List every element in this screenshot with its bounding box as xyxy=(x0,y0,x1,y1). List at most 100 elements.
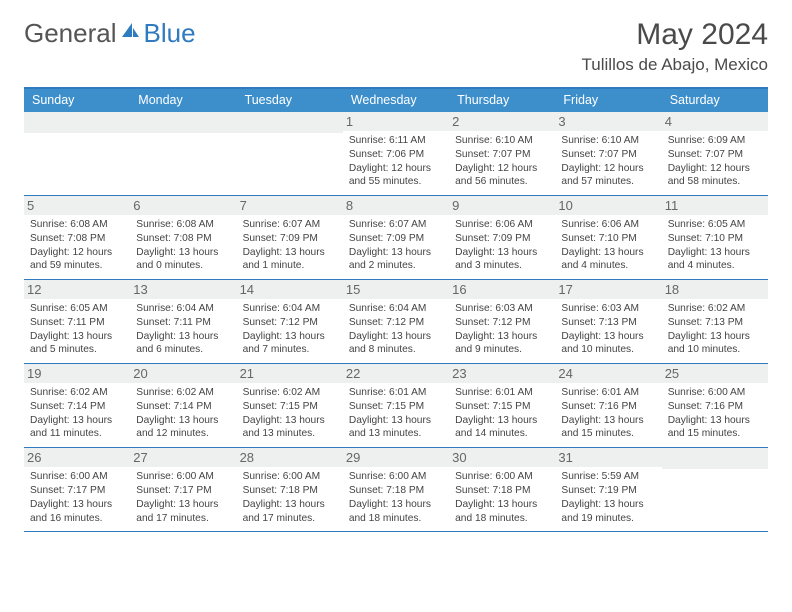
day-cell: 7Sunrise: 6:07 AMSunset: 7:09 PMDaylight… xyxy=(237,196,343,279)
day-details: Sunrise: 6:00 AMSunset: 7:17 PMDaylight:… xyxy=(136,470,230,525)
day-number: 10 xyxy=(555,196,661,215)
calendar-grid: Sunday Monday Tuesday Wednesday Thursday… xyxy=(24,87,768,532)
day-cell: 11 Sunrise: 6:05 AMSunset: 7:10 PMDayligh… xyxy=(662,196,768,279)
day-number: 14 xyxy=(237,280,343,299)
day-details: Sunrise: 6:00 AMSunset: 7:18 PMDaylight:… xyxy=(455,470,549,525)
day-number: 28 xyxy=(237,448,343,467)
day-details: Sunrise: 6:07 AMSunset: 7:09 PMDaylight:… xyxy=(349,218,443,273)
dow-monday: Monday xyxy=(130,89,236,112)
day-cell: 2Sunrise: 6:10 AMSunset: 7:07 PMDaylight… xyxy=(449,112,555,195)
day-cell: 19Sunrise: 6:02 AMSunset: 7:14 PMDayligh… xyxy=(24,364,130,447)
day-cell: 26 Sunrise: 6:00 AMSunset: 7:17 PMDayligh… xyxy=(24,448,130,531)
dow-sunday: Sunday xyxy=(24,89,130,112)
day-number: 4 xyxy=(662,112,768,131)
day-number: 11 xyxy=(662,196,768,215)
day-cell: 12Sunrise: 6:05 AMSunset: 7:11 PMDayligh… xyxy=(24,280,130,363)
day-details: Sunrise: 6:05 AMSunset: 7:11 PMDaylight:… xyxy=(30,302,124,357)
day-number: 6 xyxy=(130,196,236,215)
day-cell: 20Sunrise: 6:02 AMSunset: 7:14 PMDayligh… xyxy=(130,364,236,447)
day-number: 22 xyxy=(343,364,449,383)
day-cell: 10Sunrise: 6:06 AMSunset: 7:10 PMDayligh… xyxy=(555,196,661,279)
header: General Blue May 2024 Tulillos de Abajo,… xyxy=(24,18,768,85)
day-details: Sunrise: 6:00 AMSunset: 7:18 PMDaylight:… xyxy=(349,470,443,525)
day-details: Sunrise: 6:02 AMSunset: 7:13 PMDaylight:… xyxy=(668,302,762,357)
day-cell: 15 Sunrise: 6:04 AMSunset: 7:12 PMDayligh… xyxy=(343,280,449,363)
day-cell: 21Sunrise: 6:02 AMSunset: 7:15 PMDayligh… xyxy=(237,364,343,447)
dow-tuesday: Tuesday xyxy=(237,89,343,112)
day-number: 1 xyxy=(343,112,449,131)
day-details: Sunrise: 6:04 AMSunset: 7:11 PMDaylight:… xyxy=(136,302,230,357)
dow-thursday: Thursday xyxy=(449,89,555,112)
day-number: 24 xyxy=(555,364,661,383)
dow-wednesday: Wednesday xyxy=(343,89,449,112)
day-details: Sunrise: 6:09 AMSunset: 7:07 PMDaylight:… xyxy=(668,134,762,189)
title-block: May 2024 Tulillos de Abajo, Mexico xyxy=(582,18,768,85)
day-number: 29 xyxy=(343,448,449,467)
day-number: 13 xyxy=(130,280,236,299)
day-cell: 8 Sunrise: 6:07 AMSunset: 7:09 PMDaylight… xyxy=(343,196,449,279)
day-cell: 24 Sunrise: 6:01 AMSunset: 7:16 PMDayligh… xyxy=(555,364,661,447)
logo-text-part1: General xyxy=(24,18,117,49)
week-row: 5Sunrise: 6:08 AMSunset: 7:08 PMDaylight… xyxy=(24,196,768,280)
day-details: Sunrise: 6:10 AMSunset: 7:07 PMDaylight:… xyxy=(455,134,549,189)
week-row: 19Sunrise: 6:02 AMSunset: 7:14 PMDayligh… xyxy=(24,364,768,448)
day-cell: 13 Sunrise: 6:04 AMSunset: 7:11 PMDayligh… xyxy=(130,280,236,363)
day-number: 20 xyxy=(130,364,236,383)
day-details: Sunrise: 6:01 AMSunset: 7:15 PMDaylight:… xyxy=(455,386,549,441)
day-cell: 16 Sunrise: 6:03 AMSunset: 7:12 PMDayligh… xyxy=(449,280,555,363)
day-details: Sunrise: 6:05 AMSunset: 7:10 PMDaylight:… xyxy=(668,218,762,273)
day-details: Sunrise: 6:00 AMSunset: 7:16 PMDaylight:… xyxy=(668,386,762,441)
day-number: 15 xyxy=(343,280,449,299)
day-of-week-header: Sunday Monday Tuesday Wednesday Thursday… xyxy=(24,89,768,112)
day-number: 30 xyxy=(449,448,555,467)
dow-saturday: Saturday xyxy=(662,89,768,112)
location-label: Tulillos de Abajo, Mexico xyxy=(582,55,768,75)
day-details: Sunrise: 6:02 AMSunset: 7:14 PMDaylight:… xyxy=(30,386,124,441)
day-cell: 14 Sunrise: 6:04 AMSunset: 7:12 PMDayligh… xyxy=(237,280,343,363)
day-cell: 30 Sunrise: 6:00 AMSunset: 7:18 PMDayligh… xyxy=(449,448,555,531)
day-number: 8 xyxy=(343,196,449,215)
day-details: Sunrise: 6:02 AMSunset: 7:15 PMDaylight:… xyxy=(243,386,337,441)
day-cell: . xyxy=(24,112,130,195)
day-number: 9 xyxy=(449,196,555,215)
week-row: 26 Sunrise: 6:00 AMSunset: 7:17 PMDayligh… xyxy=(24,448,768,532)
day-number: 26 xyxy=(24,448,130,467)
day-cell: 6Sunrise: 6:08 AMSunset: 7:08 PMDaylight… xyxy=(130,196,236,279)
month-title: May 2024 xyxy=(582,18,768,51)
day-details: Sunrise: 6:03 AMSunset: 7:13 PMDaylight:… xyxy=(561,302,655,357)
day-number: 17 xyxy=(555,280,661,299)
day-cell: . xyxy=(237,112,343,195)
day-details: Sunrise: 6:06 AMSunset: 7:09 PMDaylight:… xyxy=(455,218,549,273)
day-cell: 29 Sunrise: 6:00 AMSunset: 7:18 PMDayligh… xyxy=(343,448,449,531)
calendar-body: ...1Sunrise: 6:11 AMSunset: 7:06 PMDayli… xyxy=(24,112,768,532)
day-cell: 27Sunrise: 6:00 AMSunset: 7:17 PMDayligh… xyxy=(130,448,236,531)
day-details: Sunrise: 6:04 AMSunset: 7:12 PMDaylight:… xyxy=(243,302,337,357)
day-cell: 28 Sunrise: 6:00 AMSunset: 7:18 PMDayligh… xyxy=(237,448,343,531)
week-row: ...1Sunrise: 6:11 AMSunset: 7:06 PMDayli… xyxy=(24,112,768,196)
day-number: 5 xyxy=(24,196,130,215)
day-cell: 22 Sunrise: 6:01 AMSunset: 7:15 PMDayligh… xyxy=(343,364,449,447)
dow-friday: Friday xyxy=(555,89,661,112)
logo-sail-icon xyxy=(120,21,140,46)
day-cell: 18 Sunrise: 6:02 AMSunset: 7:13 PMDayligh… xyxy=(662,280,768,363)
day-number-empty: . xyxy=(662,448,768,469)
day-number: 18 xyxy=(662,280,768,299)
day-details: Sunrise: 6:04 AMSunset: 7:12 PMDaylight:… xyxy=(349,302,443,357)
day-number-empty: . xyxy=(24,112,130,133)
day-number: 16 xyxy=(449,280,555,299)
day-details: Sunrise: 6:03 AMSunset: 7:12 PMDaylight:… xyxy=(455,302,549,357)
day-details: Sunrise: 6:11 AMSunset: 7:06 PMDaylight:… xyxy=(349,134,443,189)
day-details: Sunrise: 6:01 AMSunset: 7:16 PMDaylight:… xyxy=(561,386,655,441)
day-number-empty: . xyxy=(237,112,343,133)
day-cell: 3 Sunrise: 6:10 AMSunset: 7:07 PMDaylight… xyxy=(555,112,661,195)
day-details: Sunrise: 6:00 AMSunset: 7:18 PMDaylight:… xyxy=(243,470,337,525)
day-cell: 23Sunrise: 6:01 AMSunset: 7:15 PMDayligh… xyxy=(449,364,555,447)
day-cell: 17 Sunrise: 6:03 AMSunset: 7:13 PMDayligh… xyxy=(555,280,661,363)
day-details: Sunrise: 6:01 AMSunset: 7:15 PMDaylight:… xyxy=(349,386,443,441)
day-details: Sunrise: 6:10 AMSunset: 7:07 PMDaylight:… xyxy=(561,134,655,189)
day-cell: 1 Sunrise: 6:11 AMSunset: 7:06 PMDaylight… xyxy=(343,112,449,195)
day-details: Sunrise: 6:00 AMSunset: 7:17 PMDaylight:… xyxy=(30,470,124,525)
day-number: 3 xyxy=(555,112,661,131)
day-cell: 9 Sunrise: 6:06 AMSunset: 7:09 PMDaylight… xyxy=(449,196,555,279)
day-number-empty: . xyxy=(130,112,236,133)
